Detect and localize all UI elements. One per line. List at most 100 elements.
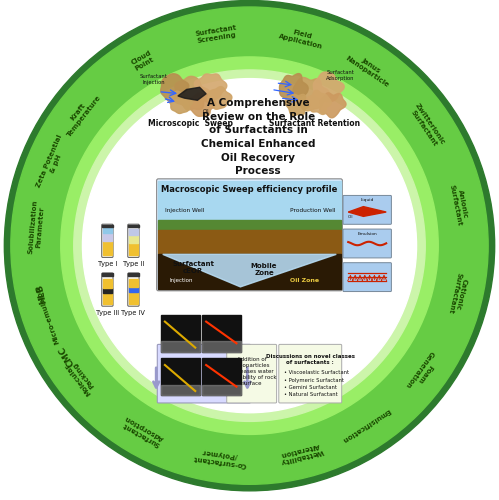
Bar	[129, 229, 138, 235]
Text: Janus
Nanoparticle: Janus Nanoparticle	[344, 49, 394, 88]
FancyBboxPatch shape	[128, 224, 139, 258]
Bar	[103, 280, 111, 288]
Text: Micro-emulsion: Micro-emulsion	[35, 286, 60, 345]
Polygon shape	[320, 93, 346, 118]
FancyBboxPatch shape	[157, 179, 342, 291]
Circle shape	[74, 70, 425, 422]
Text: Surfactant
Adsorption: Surfactant Adsorption	[326, 70, 355, 81]
Text: Discussions on novel classes
of surfactants :: Discussions on novel classes of surfacta…	[266, 354, 355, 365]
Text: Zwitterionic
Surfactant: Zwitterionic Surfactant	[408, 102, 446, 150]
Polygon shape	[208, 86, 232, 110]
Text: Microscopic  Sweep: Microscopic Sweep	[148, 118, 234, 128]
Text: Addition of
nanoparticles
increases water
wettability of rock
surface: Addition of nanoparticles increases wate…	[227, 358, 276, 386]
Bar	[161, 358, 200, 396]
Bar	[158, 180, 341, 220]
Text: • Natural Surfactant: • Natural Surfactant	[284, 392, 338, 397]
Bar	[129, 287, 138, 292]
Polygon shape	[307, 90, 331, 114]
Bar	[202, 341, 241, 352]
FancyBboxPatch shape	[102, 224, 113, 258]
Bar	[202, 315, 241, 352]
Bar	[158, 220, 341, 230]
Text: Anionic
Surfactant: Anionic Surfactant	[449, 183, 470, 226]
Text: • Viscoelastic Surfactant: • Viscoelastic Surfactant	[284, 370, 349, 376]
Bar	[202, 384, 241, 396]
Text: Emulsion: Emulsion	[357, 232, 377, 236]
Bar	[161, 341, 200, 352]
FancyBboxPatch shape	[279, 344, 342, 403]
Circle shape	[4, 0, 495, 491]
Text: Cloud
Point: Cloud Point	[130, 50, 156, 72]
Text: Foam
Generation: Foam Generation	[404, 350, 441, 393]
Text: Surfactant Retention: Surfactant Retention	[269, 118, 360, 128]
Bar	[161, 384, 200, 396]
Text: Emulsification: Emulsification	[340, 407, 391, 443]
Polygon shape	[168, 91, 193, 114]
Text: Macroscopic Sweep efficiency profile: Macroscopic Sweep efficiency profile	[161, 185, 338, 194]
FancyBboxPatch shape	[157, 344, 250, 403]
Bar	[103, 241, 111, 255]
Text: • Polymeric Surfactant: • Polymeric Surfactant	[284, 378, 344, 382]
Text: HLB: HLB	[34, 283, 48, 304]
Text: Type II: Type II	[123, 262, 144, 268]
Bar	[128, 274, 139, 276]
Text: Surfactant
Injection: Surfactant Injection	[140, 74, 168, 85]
Bar	[129, 243, 138, 255]
Text: Mobile
Zone: Mobile Zone	[251, 263, 277, 276]
Text: Surfactant
Adsorption: Surfactant Adsorption	[120, 414, 165, 448]
Text: CMC: CMC	[57, 344, 76, 368]
Text: Oil: Oil	[203, 109, 210, 114]
Bar	[103, 228, 111, 233]
Text: Wettability
Alteration: Wettability Alteration	[278, 442, 324, 464]
Circle shape	[11, 7, 488, 484]
Text: Oil Zone: Oil Zone	[289, 278, 319, 283]
Text: Injection: Injection	[169, 278, 193, 283]
Circle shape	[61, 57, 438, 434]
Bar	[158, 230, 341, 254]
Polygon shape	[189, 93, 216, 116]
Text: Co-surfactant
/Polymer: Co-surfactant /Polymer	[192, 447, 248, 468]
Text: Surfactant
Screening: Surfactant Screening	[194, 25, 238, 44]
Bar	[102, 274, 113, 276]
Polygon shape	[194, 74, 227, 102]
Text: Type IV: Type IV	[121, 310, 145, 316]
Text: Type III: Type III	[96, 310, 119, 316]
Bar	[102, 224, 113, 227]
Polygon shape	[293, 78, 329, 111]
Bar	[103, 293, 111, 304]
Text: Oil: Oil	[348, 216, 353, 220]
Bar	[158, 254, 341, 289]
FancyBboxPatch shape	[343, 196, 391, 224]
Text: • Gemini Surfactant: • Gemini Surfactant	[284, 384, 337, 390]
Bar	[103, 288, 111, 293]
Bar	[129, 292, 138, 304]
Bar	[161, 315, 200, 352]
FancyBboxPatch shape	[128, 273, 139, 306]
Polygon shape	[279, 74, 308, 101]
Bar	[129, 279, 138, 287]
Text: Surfactant
cEOR: Surfactant cEOR	[172, 261, 214, 274]
Text: Zeta Potential
& pH: Zeta Potential & pH	[36, 134, 70, 191]
Polygon shape	[163, 254, 336, 287]
Polygon shape	[313, 72, 344, 102]
Text: Injection Well: Injection Well	[165, 208, 204, 214]
Text: Solubilization
Parameter: Solubilization Parameter	[28, 200, 45, 254]
Text: Liquid: Liquid	[361, 198, 374, 202]
Polygon shape	[285, 94, 310, 116]
Text: Field
Application: Field Application	[278, 26, 325, 50]
Polygon shape	[161, 74, 189, 101]
FancyBboxPatch shape	[343, 229, 391, 258]
FancyBboxPatch shape	[102, 273, 113, 306]
FancyBboxPatch shape	[343, 262, 391, 292]
Polygon shape	[174, 76, 210, 110]
Polygon shape	[178, 88, 206, 101]
Text: Production Well: Production Well	[289, 208, 335, 214]
Text: Kraft
Temperature: Kraft Temperature	[60, 90, 102, 138]
Text: Molecular
Packing: Molecular Packing	[64, 358, 98, 397]
Bar	[129, 236, 138, 243]
Bar	[103, 233, 111, 241]
Bar	[128, 224, 139, 227]
Polygon shape	[348, 206, 386, 216]
Bar	[202, 358, 241, 396]
FancyBboxPatch shape	[227, 344, 276, 403]
